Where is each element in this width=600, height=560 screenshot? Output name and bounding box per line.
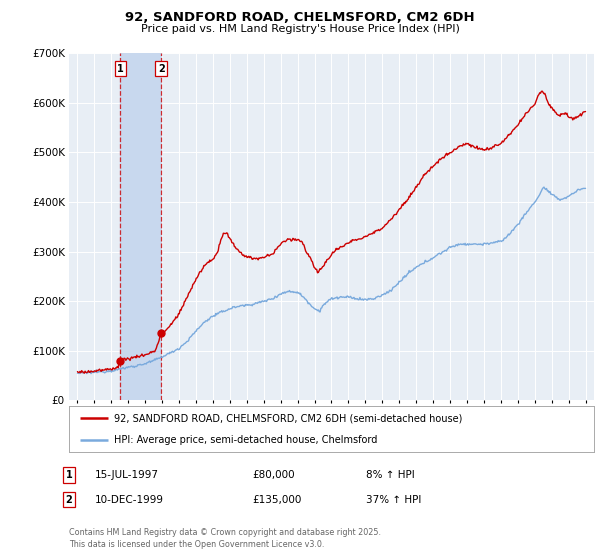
- Text: 2: 2: [65, 494, 73, 505]
- Text: 15-JUL-1997: 15-JUL-1997: [95, 470, 159, 480]
- Text: 37% ↑ HPI: 37% ↑ HPI: [366, 494, 421, 505]
- Text: 2: 2: [158, 64, 164, 73]
- Text: 92, SANDFORD ROAD, CHELMSFORD, CM2 6DH (semi-detached house): 92, SANDFORD ROAD, CHELMSFORD, CM2 6DH (…: [113, 413, 462, 423]
- Text: £80,000: £80,000: [252, 470, 295, 480]
- Text: Price paid vs. HM Land Registry's House Price Index (HPI): Price paid vs. HM Land Registry's House …: [140, 24, 460, 34]
- Text: 8% ↑ HPI: 8% ↑ HPI: [366, 470, 415, 480]
- Text: HPI: Average price, semi-detached house, Chelmsford: HPI: Average price, semi-detached house,…: [113, 435, 377, 445]
- Bar: [121, 53, 161, 400]
- Text: Contains HM Land Registry data © Crown copyright and database right 2025.
This d: Contains HM Land Registry data © Crown c…: [69, 528, 381, 549]
- Text: 1: 1: [65, 470, 73, 480]
- Text: 10-DEC-1999: 10-DEC-1999: [95, 494, 164, 505]
- Text: £135,000: £135,000: [252, 494, 301, 505]
- Text: 92, SANDFORD ROAD, CHELMSFORD, CM2 6DH: 92, SANDFORD ROAD, CHELMSFORD, CM2 6DH: [125, 11, 475, 24]
- Text: 1: 1: [117, 64, 124, 73]
